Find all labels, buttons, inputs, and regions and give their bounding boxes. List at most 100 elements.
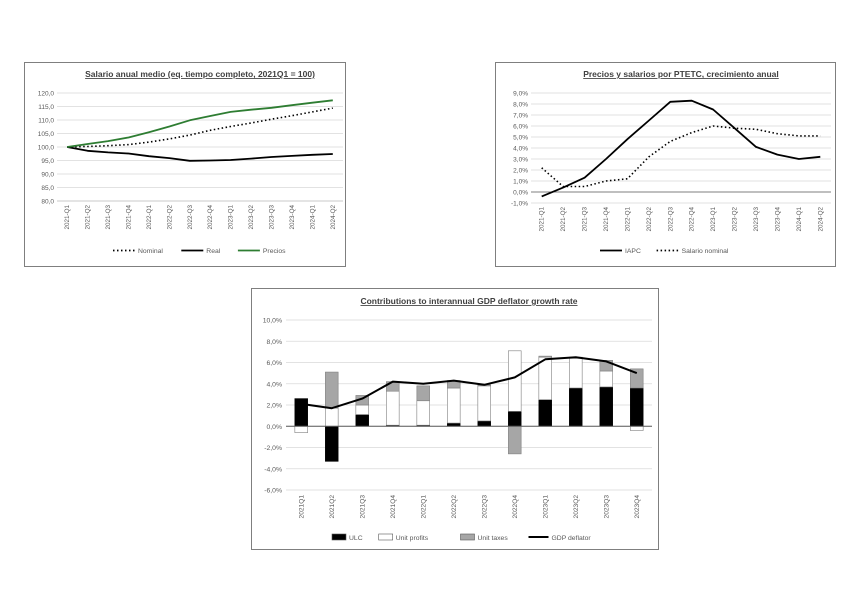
y-tick-label: 95,0 [41,158,54,165]
legend-label: Nominal [138,248,163,255]
y-tick-label: 115,0 [38,104,54,111]
bar-unit-profits [569,357,583,389]
x-tick-label: 2022-Q3 [667,207,674,232]
bar-unit-taxes [538,355,552,358]
chart-salario: Salario anual medio (eq. tiempo completo… [38,69,343,255]
x-tick-label: 2021Q4 [390,495,397,519]
chart-panel-precios-salarios: Precios y salarios por PTETC, crecimient… [495,62,836,267]
chart-precios-salarios: Precios y salarios por PTETC, crecimient… [511,69,831,255]
chart-title: Precios y salarios por PTETC, crecimient… [583,69,779,79]
x-tick-label: 2023Q2 [573,495,580,519]
y-tick-label: 80,0 [41,199,54,206]
y-tick-label: 9,0% [513,91,528,98]
x-tick-label: 2024-Q1 [309,205,316,230]
x-tick-label: 2021-Q2 [85,205,92,230]
y-tick-label: 8,0% [267,339,283,346]
x-tick-label: 2023-Q4 [774,207,781,232]
x-tick-label: 2023-Q3 [753,207,760,232]
bar-unit-profits [386,390,400,426]
series-line-precios [67,99,333,148]
series-line-iapc [541,99,821,198]
legend-label: ULC [349,535,363,542]
x-tick-label: 2021Q3 [359,495,366,519]
y-tick-label: 4,0% [513,146,528,153]
bar-ulc [569,387,583,427]
x-tick-label: 2021Q2 [329,495,336,519]
bar-unit-profits [325,407,339,427]
bar-unit-profits [294,425,308,433]
legend-swatch [331,533,347,541]
x-tick-label: 2023-Q2 [732,207,739,232]
bar-ulc [477,420,491,427]
x-tick-label: 2022-Q4 [689,207,696,232]
y-tick-label: 100,0 [38,145,55,152]
x-tick-label: 2023-Q1 [710,207,717,232]
chart-panel-gdp-deflator: Contributions to interannual GDP deflato… [251,288,659,550]
y-tick-label: 105,0 [38,131,55,138]
legend-label: Unit taxes [478,535,509,542]
x-tick-label: 2021Q1 [298,495,305,519]
x-tick-label: 2021-Q3 [105,205,112,230]
bar-unit-profits [477,385,491,422]
legend-label: IAPC [625,248,641,255]
y-tick-label: -2,0% [264,445,282,452]
legend-label: Precios [263,248,286,255]
bar-unit-profits [508,350,522,412]
bar-unit-taxes [599,360,613,372]
legend-label: Real [206,248,220,255]
x-tick-label: 2023Q1 [542,495,549,519]
bar-unit-profits [416,400,430,426]
series-line-nominal [67,107,333,148]
x-tick-label: 2024-Q1 [796,207,803,232]
x-tick-label: 2021-Q1 [64,205,71,230]
bar-unit-profits [599,370,613,388]
x-tick-label: 2022Q3 [481,495,488,519]
x-tick-label: 2022Q2 [451,495,458,519]
y-tick-label: 0,0% [267,424,283,431]
bar-ulc [630,387,644,427]
bar-ulc [325,425,339,462]
x-tick-label: 2022-Q2 [166,205,173,230]
y-tick-label: 3,0% [513,157,528,164]
y-tick-label: 5,0% [513,135,528,142]
y-tick-label: 2,0% [267,403,283,410]
chart-title: Salario anual medio (eq. tiempo completo… [85,69,315,79]
series-line-real [67,146,333,162]
y-tick-label: 0,0% [513,190,528,197]
y-tick-label: 110,0 [38,118,54,125]
bar-ulc [294,398,308,427]
x-tick-label: 2021-Q2 [560,207,567,232]
legend-label: Salario nominal [682,248,729,255]
x-tick-label: 2022-Q1 [624,207,631,232]
bar-unit-profits [355,404,369,415]
legend-swatch [460,533,475,541]
bar-unit-taxes [630,368,644,389]
legend-label: GDP deflator [552,535,592,542]
y-tick-label: -4,0% [264,466,282,473]
x-tick-label: 2022-Q4 [207,205,214,230]
x-tick-label: 2021-Q4 [126,205,133,230]
x-tick-label: 2021-Q3 [582,207,589,232]
y-tick-label: 85,0 [41,185,54,192]
bar-ulc [508,411,522,427]
series-line-gdp-deflator [301,356,638,410]
legend-label: Unit profits [396,535,429,542]
y-tick-label: 2,0% [513,168,528,175]
y-tick-label: 120,0 [38,91,55,98]
y-tick-label: 1,0% [513,179,528,186]
y-tick-label: 6,0% [513,124,528,131]
bar-ulc [599,386,613,427]
chart-panel-salario: Salario anual medio (eq. tiempo completo… [24,62,346,267]
bar-unit-taxes [325,371,339,409]
x-tick-label: 2023-Q2 [248,205,255,230]
x-tick-label: 2023-Q1 [228,205,235,230]
bar-unit-profits [630,425,644,431]
y-tick-label: 4,0% [267,381,283,388]
bar-ulc [447,422,461,427]
chart-title: Contributions to interannual GDP deflato… [360,296,577,306]
x-tick-label: 2021-Q4 [603,207,610,232]
y-tick-label: 10,0% [263,318,282,325]
x-tick-label: 2022-Q2 [646,207,653,232]
x-tick-label: 2023-Q3 [269,205,276,230]
x-tick-label: 2021-Q1 [539,207,546,232]
